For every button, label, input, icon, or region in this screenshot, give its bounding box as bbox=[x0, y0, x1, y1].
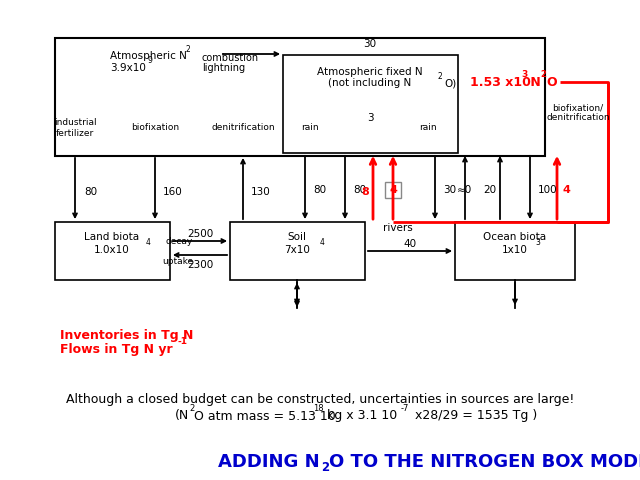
Text: 3: 3 bbox=[535, 238, 540, 247]
Text: lightning: lightning bbox=[202, 63, 245, 73]
Text: (N: (N bbox=[175, 409, 189, 422]
Text: Flows in Tg N yr: Flows in Tg N yr bbox=[60, 343, 173, 356]
Bar bbox=[283, 55, 458, 153]
Text: decay: decay bbox=[166, 237, 193, 245]
Text: ADDING N: ADDING N bbox=[218, 453, 320, 471]
Text: Atmospheric N: Atmospheric N bbox=[110, 51, 187, 61]
Text: industrial
fertilizer: industrial fertilizer bbox=[54, 118, 96, 138]
Bar bbox=[385, 182, 401, 198]
Text: 80: 80 bbox=[313, 185, 326, 195]
Text: 3.9x10: 3.9x10 bbox=[110, 63, 146, 73]
Text: x28/29 = 1535 Tg ): x28/29 = 1535 Tg ) bbox=[411, 409, 537, 422]
Text: 3: 3 bbox=[367, 113, 373, 123]
Text: ≈0: ≈0 bbox=[458, 185, 472, 195]
Text: 80: 80 bbox=[353, 185, 366, 195]
Text: O): O) bbox=[444, 78, 456, 88]
Text: 9: 9 bbox=[148, 56, 153, 65]
Text: rain: rain bbox=[301, 123, 319, 132]
Text: rivers: rivers bbox=[383, 223, 413, 233]
Text: 2: 2 bbox=[321, 461, 330, 474]
Text: 3: 3 bbox=[521, 70, 527, 79]
Text: 4: 4 bbox=[389, 185, 397, 195]
Text: 8: 8 bbox=[361, 187, 369, 197]
Bar bbox=[230, 222, 365, 280]
Text: 2: 2 bbox=[189, 404, 195, 413]
Text: O atm mass = 5.13 10: O atm mass = 5.13 10 bbox=[194, 409, 336, 422]
Text: 20: 20 bbox=[483, 185, 497, 195]
Text: 130: 130 bbox=[251, 187, 271, 197]
Text: Although a closed budget can be constructed, uncertainties in sources are large!: Although a closed budget can be construc… bbox=[66, 394, 574, 407]
Text: 2300: 2300 bbox=[187, 260, 213, 270]
Text: 40: 40 bbox=[403, 239, 417, 249]
Text: biofixation: biofixation bbox=[131, 123, 179, 132]
Text: 2: 2 bbox=[540, 70, 546, 79]
Text: -1: -1 bbox=[178, 337, 188, 346]
Text: (not including N: (not including N bbox=[328, 78, 412, 88]
Text: O TO THE NITROGEN BOX MODEL: O TO THE NITROGEN BOX MODEL bbox=[329, 453, 640, 471]
Text: 4: 4 bbox=[320, 238, 325, 247]
Text: O: O bbox=[546, 75, 557, 88]
Text: 100: 100 bbox=[538, 185, 557, 195]
Text: Atmospheric fixed N: Atmospheric fixed N bbox=[317, 67, 423, 77]
Text: 1.53 x10: 1.53 x10 bbox=[470, 75, 531, 88]
Text: 4: 4 bbox=[562, 185, 570, 195]
Text: N: N bbox=[526, 75, 541, 88]
Text: 1x10: 1x10 bbox=[502, 245, 528, 255]
Text: biofixation/: biofixation/ bbox=[552, 104, 604, 112]
Text: denitrification: denitrification bbox=[211, 123, 275, 132]
Text: 30: 30 bbox=[443, 185, 456, 195]
Text: uptake: uptake bbox=[162, 257, 193, 266]
Text: 18: 18 bbox=[313, 404, 324, 413]
Text: Land biota: Land biota bbox=[84, 232, 140, 242]
Bar bbox=[55, 222, 170, 280]
Bar bbox=[55, 38, 545, 156]
Text: denitrification: denitrification bbox=[546, 113, 610, 122]
Text: 2: 2 bbox=[438, 72, 443, 81]
Text: 7x10: 7x10 bbox=[284, 245, 310, 255]
Text: 2500: 2500 bbox=[187, 229, 213, 239]
Text: combustion: combustion bbox=[202, 53, 259, 63]
Text: 1.0x10: 1.0x10 bbox=[94, 245, 130, 255]
Text: -7: -7 bbox=[401, 404, 410, 413]
Text: 2: 2 bbox=[185, 45, 189, 54]
Text: 80: 80 bbox=[84, 187, 97, 197]
Text: kg x 3.1 10: kg x 3.1 10 bbox=[323, 409, 397, 422]
Text: Ocean biota: Ocean biota bbox=[483, 232, 547, 242]
Text: 30: 30 bbox=[364, 39, 376, 49]
Text: rain: rain bbox=[419, 123, 437, 132]
Bar bbox=[455, 222, 575, 280]
Text: 4: 4 bbox=[146, 238, 151, 247]
Text: Inventories in Tg N: Inventories in Tg N bbox=[60, 328, 193, 341]
Text: 160: 160 bbox=[163, 187, 183, 197]
Text: Soil: Soil bbox=[287, 232, 307, 242]
